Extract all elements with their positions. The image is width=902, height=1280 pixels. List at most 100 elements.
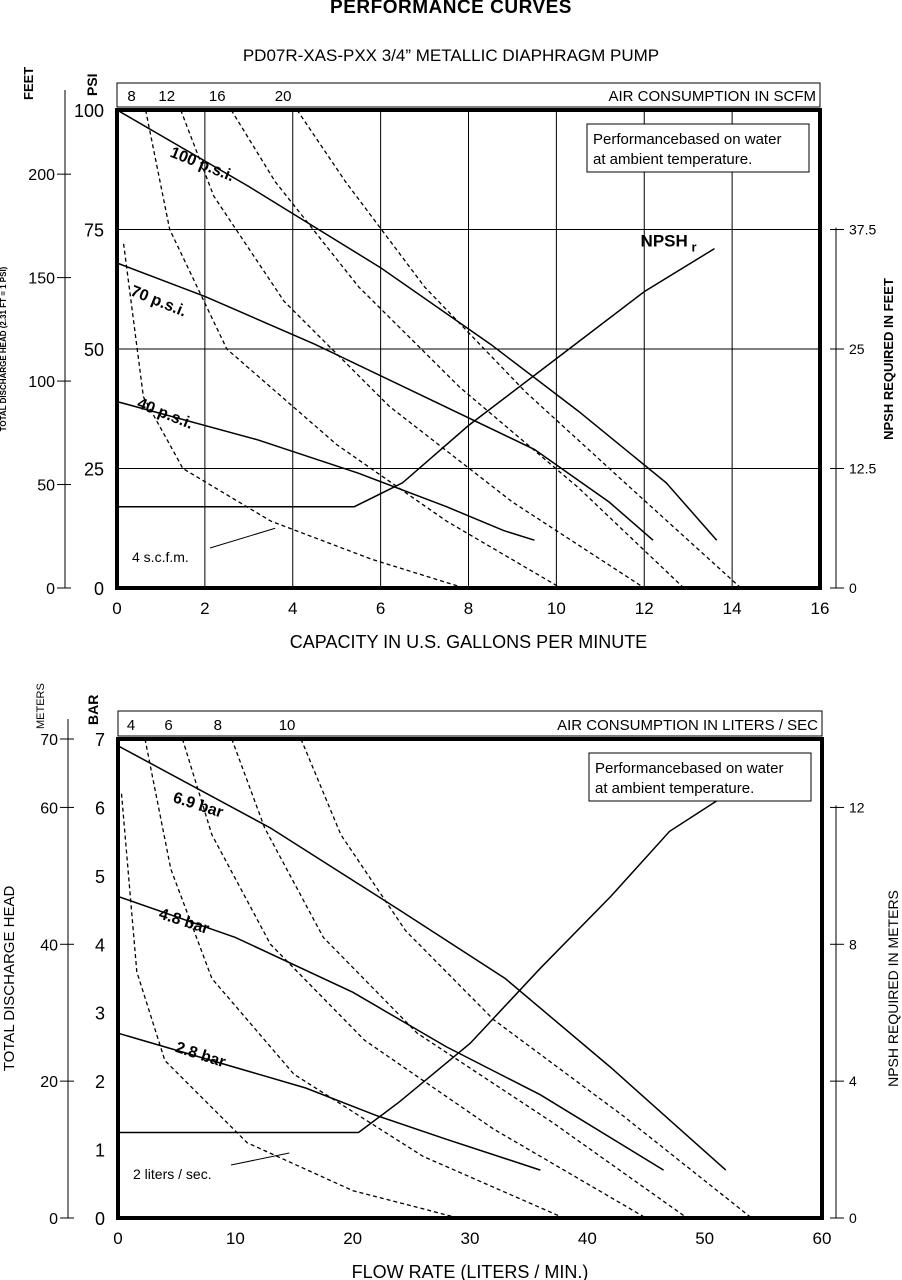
npsh-y-tick-label: 0: [849, 1210, 857, 1226]
npsh-y-tick-label: 37.5: [849, 222, 876, 238]
air-tick-label: 8: [127, 88, 135, 105]
x-tick-label: 4: [288, 599, 297, 618]
x-tick-label: 6: [376, 599, 385, 618]
pressure-curve: [116, 400, 535, 541]
air-tick-label: 4: [127, 717, 135, 734]
pressure-curve: [117, 745, 727, 1171]
y-tick-label: 1: [95, 1141, 105, 1161]
x-tick-label: 60: [813, 1229, 832, 1248]
air-curve-label: 4 s.c.f.m.: [132, 549, 189, 565]
air-curve-4: [122, 243, 465, 589]
note-line-1: Performancebased on water: [593, 131, 781, 148]
air-tick-label: 8: [214, 717, 222, 734]
outer-y-axis-sublabel: TOTAL DISCHARGE HEAD (2.31 FT = 1 PSI): [0, 266, 8, 431]
note-line-1: Performancebased on water: [595, 760, 783, 777]
outer-y-tick-label: 60: [40, 800, 58, 817]
outer-y-tick-label: 50: [37, 478, 55, 495]
pressure-curve: [117, 895, 664, 1171]
air-label-leader: [209, 527, 276, 549]
y-axis-label: BAR: [85, 695, 101, 725]
air-curve-4: [144, 738, 565, 1219]
pressure-curve-label: 4.8 bar: [157, 906, 211, 938]
npsh-label: NPSH: [641, 232, 688, 251]
pressure-curve: [116, 109, 718, 541]
x-tick-label: 12: [635, 599, 654, 618]
note-box: [588, 752, 812, 802]
air-curve-12: [180, 109, 645, 589]
plot-frame: [115, 108, 822, 590]
pressure-curve-label: 40 p.s.i.: [135, 395, 196, 433]
npsh-curve: [118, 796, 723, 1134]
air-curve-10: [300, 738, 753, 1219]
outer-y-tick-label: 100: [28, 374, 55, 391]
outer-y-tick-label: 200: [28, 167, 55, 184]
npsh-y-tick-label: 0: [849, 580, 857, 596]
air-consumption-label: AIR CONSUMPTION IN LITERS / SEC: [557, 717, 818, 734]
npsh-y-tick-label: 25: [849, 341, 865, 357]
y-tick-label: 0: [94, 579, 104, 599]
pressure-curve: [116, 262, 654, 541]
air-curve-16: [230, 109, 685, 589]
plot-frame: [116, 737, 824, 1220]
x-tick-label: 0: [113, 1229, 122, 1248]
x-tick-label: 2: [200, 599, 209, 618]
air-curve-2: [120, 793, 459, 1219]
note-box: [586, 123, 810, 173]
x-axis-label: CAPACITY IN U.S. GALLONS PER MINUTE: [290, 632, 647, 652]
x-tick-label: 14: [723, 599, 742, 618]
pressure-curve-label: 100 p.s.i.: [168, 144, 237, 185]
y-tick-label: 25: [84, 460, 104, 480]
air-curve-label: 2 liters / sec.: [133, 1166, 212, 1182]
y-tick-label: 6: [95, 798, 105, 818]
x-tick-label: 8: [464, 599, 473, 618]
outer-y-tick-label: 70: [40, 732, 58, 749]
x-tick-label: 0: [112, 599, 121, 618]
pressure-curve: [117, 1032, 541, 1171]
air-tick-label: 20: [275, 88, 292, 105]
y-tick-label: 5: [95, 867, 105, 887]
outer-y-tick-label: 40: [40, 937, 58, 954]
y-tick-label: 100: [74, 101, 104, 121]
air-consumption-strip: [117, 710, 823, 737]
outer-y-tick-label: 150: [28, 271, 55, 288]
y-tick-label: 50: [84, 340, 104, 360]
npsh-label-subscript: r: [692, 240, 697, 255]
outer-y-axis-sublabel: TOTAL DISCHARGE HEAD: [1, 886, 18, 1072]
outer-y-axis-label: METERS: [35, 683, 47, 729]
x-axis-label: FLOW RATE (LITERS / MIN.): [352, 1262, 589, 1280]
page-subheading: PD07R-XAS-PXX 3/4” METALLIC DIAPHRAGM PU…: [242, 46, 660, 65]
npsh-y-tick-label: 12: [849, 799, 865, 815]
air-curve-8: [144, 109, 562, 589]
air-label-leader: [230, 1152, 290, 1166]
y-tick-label: 75: [84, 221, 104, 241]
note-line-2: at ambient temperature.: [595, 780, 754, 797]
air-tick-label: 10: [279, 717, 296, 734]
air-curve-20: [296, 109, 742, 589]
npsh-curve: [117, 247, 715, 508]
outer-y-tick-label: 20: [40, 1074, 58, 1091]
pressure-curve-label: 6.9 bar: [171, 789, 225, 821]
x-tick-label: 40: [578, 1229, 597, 1248]
air-tick-label: 6: [164, 717, 172, 734]
pressure-curve-label: 70 p.s.i.: [128, 283, 189, 321]
y-axis-label: PSI: [84, 73, 100, 96]
air-consumption-strip: [116, 82, 821, 108]
air-curve-8: [231, 738, 688, 1219]
npsh-y-tick-label: 8: [849, 936, 857, 952]
note-line-2: at ambient temperature.: [593, 151, 752, 168]
y-tick-label: 0: [95, 1209, 105, 1229]
x-tick-label: 20: [343, 1229, 362, 1248]
npsh-y-tick-label: 4: [849, 1073, 857, 1089]
y-tick-label: 2: [95, 1072, 105, 1092]
y-tick-label: 3: [95, 1004, 105, 1024]
pressure-curve-label: 2.8 bar: [173, 1039, 227, 1071]
outer-y-tick-label: 0: [46, 581, 55, 598]
x-tick-label: 10: [547, 599, 566, 618]
npsh-y-axis-label: NPSH REQUIRED IN METERS: [885, 890, 901, 1087]
npsh-y-tick-label: 12.5: [849, 461, 876, 477]
y-tick-label: 7: [95, 730, 105, 750]
